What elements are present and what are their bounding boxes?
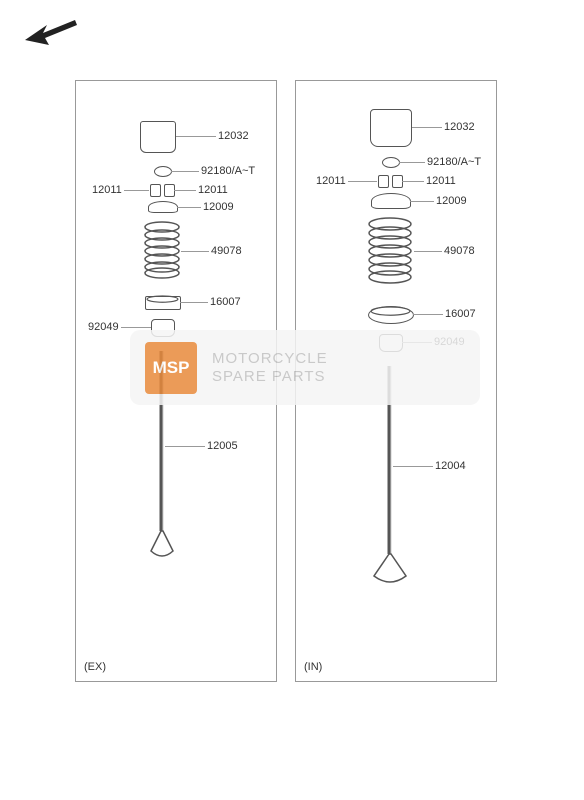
label-shim-in: 92180/A~T	[427, 156, 481, 168]
label-seat-ex: 16007	[210, 296, 241, 308]
part-tappet-ex	[140, 121, 176, 153]
lead-line	[393, 466, 433, 467]
lead-line	[176, 136, 216, 137]
part-collet-in-l	[378, 175, 389, 188]
label-spring-ex: 49078	[211, 245, 242, 257]
part-retainer-in	[371, 193, 411, 209]
label-shim-ex: 92180/A~T	[201, 165, 255, 177]
watermark-line2: SPARE PARTS	[212, 368, 328, 386]
label-collet-in-r: 12011	[426, 175, 456, 187]
lead-line	[177, 207, 201, 208]
part-seat-in	[368, 306, 414, 324]
label-spring-in: 49078	[444, 245, 475, 257]
part-spring-ex	[143, 221, 181, 279]
watermark-text: MOTORCYCLE SPARE PARTS	[212, 350, 328, 386]
lead-line	[124, 190, 149, 191]
lead-line	[171, 171, 199, 172]
lead-line	[180, 302, 208, 303]
label-valve-ex: 12005	[207, 440, 238, 452]
label-collet-ex-l: 12011	[92, 184, 122, 196]
label-retainer-ex: 12009	[203, 201, 234, 213]
lead-line	[410, 201, 434, 202]
label-collet-ex-r: 12011	[198, 184, 228, 196]
part-tappet-in	[370, 109, 412, 147]
part-spring-in	[367, 217, 413, 285]
label-seal-ex: 92049	[88, 321, 119, 333]
label-valve-in: 12004	[435, 460, 466, 472]
part-shim-ex	[154, 166, 172, 177]
panel-ex-label: (EX)	[84, 661, 106, 673]
part-collet-ex-l	[150, 184, 161, 197]
watermark-logo: MSP	[145, 342, 197, 394]
part-retainer-ex	[148, 201, 178, 213]
lead-line	[414, 251, 442, 252]
diagram-container: (EX) 12032 92180/A~T 12011 12011 12009	[0, 0, 584, 800]
label-tappet-ex: 12032	[218, 130, 249, 142]
lead-line	[412, 127, 442, 128]
part-seat-ex	[145, 296, 181, 310]
lead-line	[348, 181, 377, 182]
lead-line	[399, 162, 425, 163]
watermark-line1: MOTORCYCLE	[212, 350, 328, 368]
panel-in-label: (IN)	[304, 661, 322, 673]
lead-line	[402, 181, 424, 182]
label-collet-in-l: 12011	[316, 175, 346, 187]
label-seat-in: 16007	[445, 308, 476, 320]
label-retainer-in: 12009	[436, 195, 467, 207]
lead-line	[121, 327, 151, 328]
lead-line	[181, 251, 209, 252]
part-shim-in	[382, 157, 400, 168]
watermark: MSP MOTORCYCLE SPARE PARTS	[130, 330, 480, 405]
lead-line	[174, 190, 196, 191]
label-tappet-in: 12032	[444, 121, 475, 133]
lead-line	[413, 314, 443, 315]
lead-line	[165, 446, 205, 447]
back-arrow-icon	[25, 15, 80, 50]
